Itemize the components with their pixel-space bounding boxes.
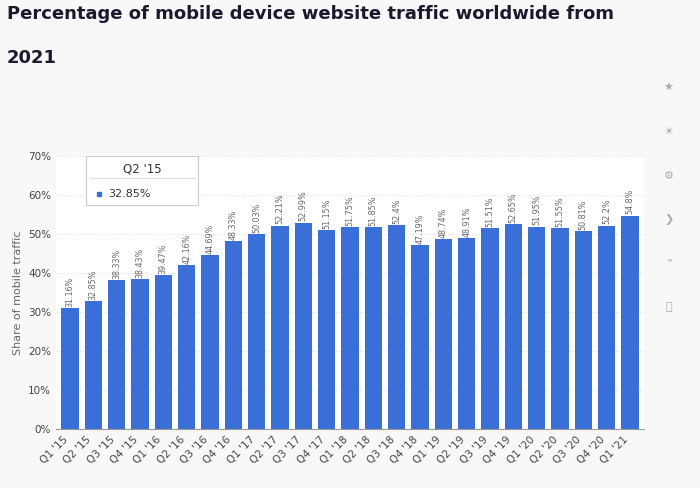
Text: ☀: ☀ — [664, 127, 673, 137]
Bar — [225, 241, 242, 429]
Bar — [155, 275, 172, 429]
Text: 50.81%: 50.81% — [579, 200, 588, 230]
Text: 48.33%: 48.33% — [229, 209, 238, 240]
Bar — [505, 224, 522, 429]
Text: 51.75%: 51.75% — [346, 196, 354, 226]
Text: 2021: 2021 — [7, 49, 57, 67]
Text: 31.16%: 31.16% — [66, 276, 74, 306]
Text: 52.65%: 52.65% — [509, 192, 518, 223]
Text: 51.55%: 51.55% — [556, 196, 564, 227]
Text: 50.03%: 50.03% — [252, 203, 261, 233]
Text: 38.43%: 38.43% — [136, 248, 144, 278]
Text: 48.74%: 48.74% — [439, 207, 448, 238]
Text: 51.95%: 51.95% — [532, 195, 541, 225]
Bar — [202, 255, 218, 429]
Bar — [318, 230, 335, 429]
Text: 32.85%: 32.85% — [108, 189, 151, 199]
Bar — [132, 280, 148, 429]
Text: 52.99%: 52.99% — [299, 191, 308, 222]
Bar — [528, 226, 545, 429]
Text: Percentage of mobile device website traffic worldwide from: Percentage of mobile device website traf… — [7, 5, 614, 23]
Text: 52.4%: 52.4% — [392, 198, 401, 224]
Bar — [62, 308, 78, 429]
Bar — [388, 225, 405, 429]
Bar — [482, 228, 498, 429]
Bar — [622, 216, 638, 429]
Bar — [85, 301, 102, 429]
Bar — [178, 265, 195, 429]
Text: 51.51%: 51.51% — [486, 197, 494, 227]
Text: Q2 '15: Q2 '15 — [123, 162, 162, 175]
Text: ★: ★ — [664, 83, 673, 93]
Text: ⚙: ⚙ — [664, 171, 673, 181]
Text: 47.19%: 47.19% — [416, 214, 424, 244]
Bar — [435, 239, 452, 429]
Text: 44.69%: 44.69% — [206, 224, 214, 254]
Y-axis label: Share of mobile traffic: Share of mobile traffic — [13, 230, 22, 355]
Bar — [598, 225, 615, 429]
Bar — [365, 227, 382, 429]
Bar — [342, 227, 358, 429]
Bar — [458, 239, 475, 429]
Text: 38.33%: 38.33% — [112, 248, 121, 279]
Text: 54.8%: 54.8% — [626, 189, 634, 214]
Text: ❯: ❯ — [664, 214, 673, 225]
Bar — [575, 231, 592, 429]
Bar — [295, 223, 312, 429]
Text: 48.91%: 48.91% — [462, 207, 471, 237]
Text: 52.21%: 52.21% — [276, 194, 284, 224]
Bar — [248, 234, 265, 429]
Bar — [108, 280, 125, 429]
FancyBboxPatch shape — [86, 156, 198, 205]
Text: 52.2%: 52.2% — [602, 199, 611, 224]
Text: ⎙: ⎙ — [665, 303, 672, 312]
Bar — [412, 245, 428, 429]
Bar — [552, 228, 568, 429]
Text: 39.47%: 39.47% — [159, 244, 168, 274]
Text: 51.15%: 51.15% — [322, 198, 331, 228]
Text: ”: ” — [666, 259, 671, 268]
Text: 32.85%: 32.85% — [89, 269, 98, 300]
Text: 42.16%: 42.16% — [182, 233, 191, 264]
Bar — [272, 225, 288, 429]
Text: 51.85%: 51.85% — [369, 195, 378, 226]
